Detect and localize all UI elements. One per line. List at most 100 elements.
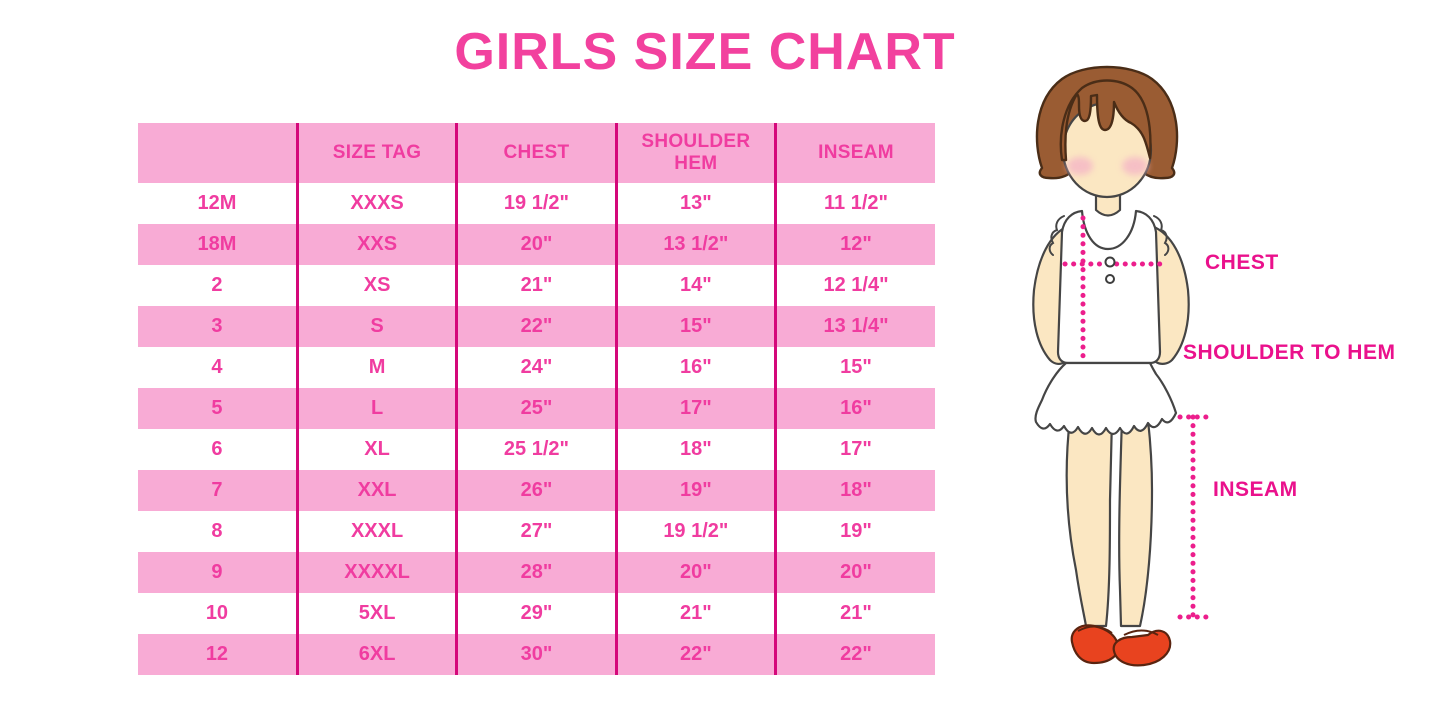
size-cell: 17": [840, 438, 872, 460]
size-cell: 6XL: [297, 634, 459, 675]
top-button-2: [1105, 274, 1115, 284]
size-row-2: 2 XS 21" 14" 12 1/4": [138, 265, 935, 306]
size-cell: 17": [616, 388, 778, 429]
size-row-8: 8 XXXL 27" 19 1/2" 19": [138, 511, 935, 552]
size-cell: M: [297, 347, 459, 388]
size-table-header: SIZE TAG CHEST SHOULDER HEM INSEAM: [138, 123, 935, 183]
size-cell: 5: [138, 388, 299, 429]
size-row-5: 5 L 25" 17" 16": [138, 388, 935, 429]
size-cell: 30": [456, 634, 618, 675]
blush-mark-right: [1122, 157, 1148, 175]
size-cell: 25 1/2": [456, 429, 618, 470]
size-cell: 18": [616, 429, 778, 470]
size-cell: 29": [456, 593, 618, 634]
girl-right-arm: [1150, 224, 1190, 365]
size-cell: 18M: [138, 224, 299, 265]
blush-mark-left: [1067, 157, 1093, 175]
header-row: SIZE TAG CHEST SHOULDER HEM INSEAM: [138, 123, 935, 183]
size-table-body: 12M XXXS 19 1/2" 13" 11 1/2" 18M XXS 20" 13 1/2"…: [138, 183, 935, 675]
size-cell: 19 1/2": [456, 183, 618, 224]
size-cell: 4: [138, 347, 299, 388]
sleeveless-top: [1056, 209, 1162, 365]
size-cell: 20": [840, 561, 872, 583]
col-header-size-tag: SIZE TAG: [297, 123, 459, 183]
size-cell: 15": [616, 306, 778, 347]
col-header-shoulder-hem: SHOULDER HEM: [616, 123, 778, 183]
size-cell: 8: [138, 511, 299, 552]
girl-right-leg: [1118, 416, 1154, 628]
size-cell: L: [297, 388, 459, 429]
size-cell: 20": [456, 224, 618, 265]
size-row-4: 4 M 24" 16" 15": [138, 347, 935, 388]
size-cell: 18": [840, 479, 872, 501]
bangs-fringe-icon: [1059, 79, 1152, 162]
size-row-10: 10 5XL 29" 21" 21": [138, 593, 935, 634]
red-shoe-right-icon: [1112, 629, 1172, 667]
size-cell: 21": [840, 602, 872, 624]
size-row-3: 3 S 22" 15" 13 1/4": [138, 306, 935, 347]
girl-figure-illustration: [1000, 50, 1440, 710]
size-cell: 15": [840, 356, 872, 378]
col-header-age-size: [138, 123, 299, 183]
size-cell: 27": [456, 511, 618, 552]
inseam-label: INSEAM: [1213, 478, 1298, 501]
page-title: GIRLS SIZE CHART: [454, 23, 956, 81]
size-cell: 21": [456, 265, 618, 306]
size-cell: 11 1/2": [824, 192, 889, 214]
size-cell: 13 1/2": [616, 224, 778, 265]
size-cell: 12 1/4": [823, 274, 889, 296]
girl-left-leg: [1065, 416, 1114, 628]
size-cell: 22": [456, 306, 618, 347]
top-button-1: [1104, 256, 1116, 268]
size-cell: 10: [138, 593, 299, 634]
shoulder-ruffle-right: [1153, 215, 1170, 256]
size-cell: 13 1/4": [823, 315, 889, 337]
size-cell: XS: [297, 265, 459, 306]
size-cell: 3: [138, 306, 299, 347]
size-cell: 2: [138, 265, 299, 306]
size-cell: 6: [138, 429, 299, 470]
size-cell: XXXS: [297, 183, 459, 224]
size-cell: 14": [616, 265, 778, 306]
size-row-9: 9 XXXXL 28" 20" 20": [138, 552, 935, 593]
size-cell: 16": [616, 347, 778, 388]
size-cell: 13": [616, 183, 778, 224]
size-cell: 25": [456, 388, 618, 429]
size-cell: 7: [138, 470, 299, 511]
size-row-7: 7 XXL 26" 19" 18": [138, 470, 935, 511]
size-cell: XXL: [297, 470, 459, 511]
shoe-strap-left: [1077, 625, 1113, 634]
size-cell: XXXXL: [297, 552, 459, 593]
size-cell: 12: [138, 634, 299, 675]
size-cell: XXS: [297, 224, 459, 265]
size-cell: 26": [456, 470, 618, 511]
size-cell: 22": [840, 643, 872, 665]
shoe-strap-right: [1123, 629, 1159, 636]
size-cell: 22": [616, 634, 778, 675]
size-cell: 5XL: [297, 593, 459, 634]
size-row-12M: 12M XXXS 19 1/2" 13" 11 1/2": [138, 183, 935, 224]
size-cell: 12": [840, 233, 872, 255]
size-cell: 20": [616, 552, 778, 593]
chest-label: CHEST: [1205, 251, 1279, 274]
size-row-6: 6 XL 25 1/2" 18" 17": [138, 429, 935, 470]
size-cell: 28": [456, 552, 618, 593]
size-cell: S: [297, 306, 459, 347]
size-cell: 21": [616, 593, 778, 634]
ruffled-skirt: [1034, 361, 1178, 436]
col-header-chest: CHEST: [456, 123, 618, 183]
size-cell: XXXL: [297, 511, 459, 552]
size-cell: 19 1/2": [616, 511, 778, 552]
size-cell: 9: [138, 552, 299, 593]
size-row-12: 12 6XL 30" 22" 22": [138, 634, 935, 675]
girls-size-chart-table: SIZE TAG CHEST SHOULDER HEM INSEAM 12 M XX…: [138, 123, 935, 675]
girl-figure-svg: [1032, 65, 1210, 667]
shoulder-ruffle-left: [1048, 215, 1065, 256]
size-cell: 16": [840, 397, 872, 419]
col-header-inseam: INSEAM: [818, 142, 894, 163]
shoulder-to-hem-label: SHOULDER TO HEM: [1183, 341, 1396, 364]
size-row-18M: 18M XXS 20" 13 1/2" 12": [138, 224, 935, 265]
size-cell: 24": [456, 347, 618, 388]
size-cell: 19": [840, 520, 872, 542]
size-cell: XL: [297, 429, 459, 470]
